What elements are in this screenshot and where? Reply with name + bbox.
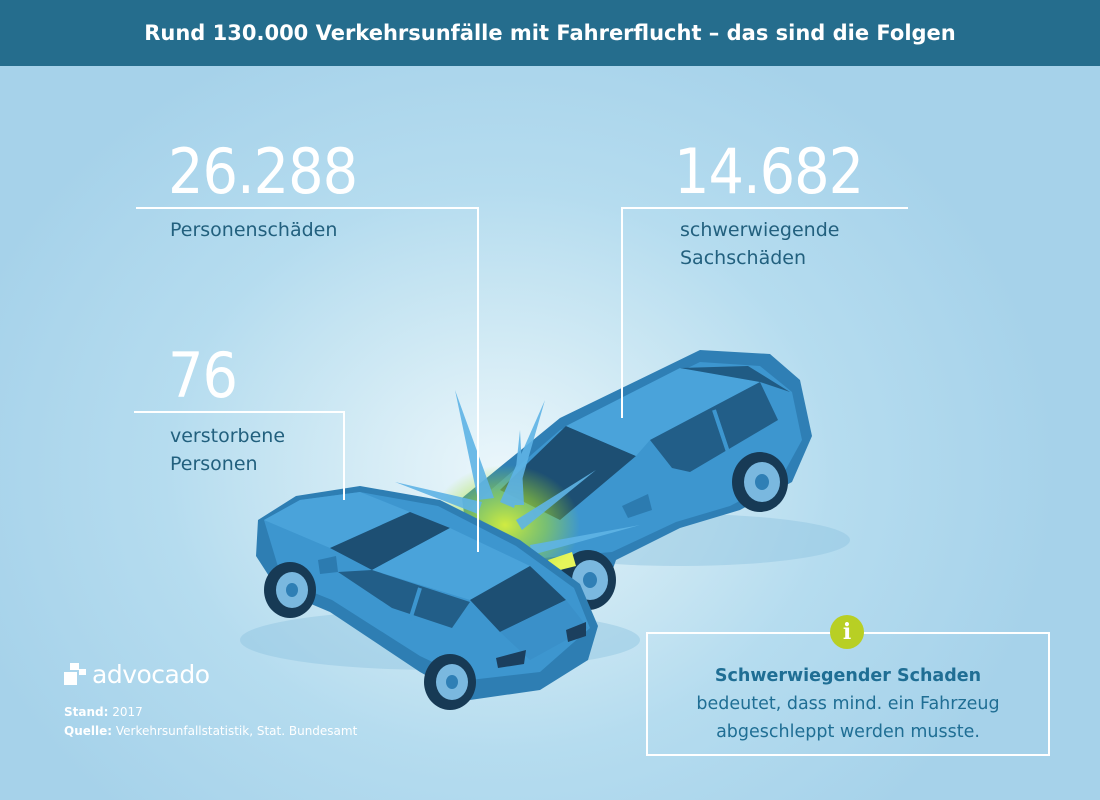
- info-text-line: abgeschleppt werden musste.: [716, 722, 980, 742]
- quelle-label: Quelle:: [64, 724, 113, 738]
- stand-value: 2017: [112, 705, 143, 719]
- stat-label-personenschaeden: Personenschäden: [170, 219, 338, 241]
- crash-rays: [395, 390, 640, 555]
- quelle-value: Verkehrsunfallstatistik, Stat. Bundesamt: [115, 724, 358, 738]
- info-icon: i: [830, 615, 864, 649]
- info-title: Schwerwiegender Schaden: [714, 666, 982, 686]
- stat-value-sachschaeden: 14.682: [674, 135, 864, 208]
- leader-line-sachschaeden: [621, 207, 908, 418]
- car-front: [256, 486, 598, 710]
- stat-label-line: schwerwiegende: [680, 219, 840, 241]
- stand-label: Stand:: [64, 705, 109, 719]
- advocado-logo: advocado: [64, 658, 210, 690]
- info-text-line: bedeutet, dass mind. ein Fahrzeug: [696, 694, 1000, 714]
- leader-line-verstorbene: [134, 411, 345, 500]
- info-box: Schwerwiegender Schaden bedeutet, dass m…: [646, 632, 1050, 756]
- stat-label-line: verstorbene: [170, 425, 286, 447]
- stat-label-sachschaeden: schwerwiegende Sachschäden: [680, 216, 839, 272]
- stat-value-personenschaeden: 26.288: [168, 135, 358, 208]
- stat-label-line: Sachschäden: [680, 247, 807, 269]
- leader-line-personenschaeden: [136, 207, 479, 552]
- source-note: Stand: 2017 Quelle: Verkehrsunfallstatis…: [64, 703, 357, 741]
- logo-mark-icon: [64, 663, 86, 685]
- leader-lines: [134, 207, 908, 552]
- stat-label-verstorbene: verstorbene Personen: [170, 422, 285, 478]
- page-title: Rund 130.000 Verkehrsunfälle mit Fahrerf…: [0, 0, 1100, 66]
- stat-label-line: Personen: [170, 453, 258, 475]
- logo-text: advocado: [92, 659, 210, 689]
- stat-value-verstorbene: 76: [168, 339, 238, 412]
